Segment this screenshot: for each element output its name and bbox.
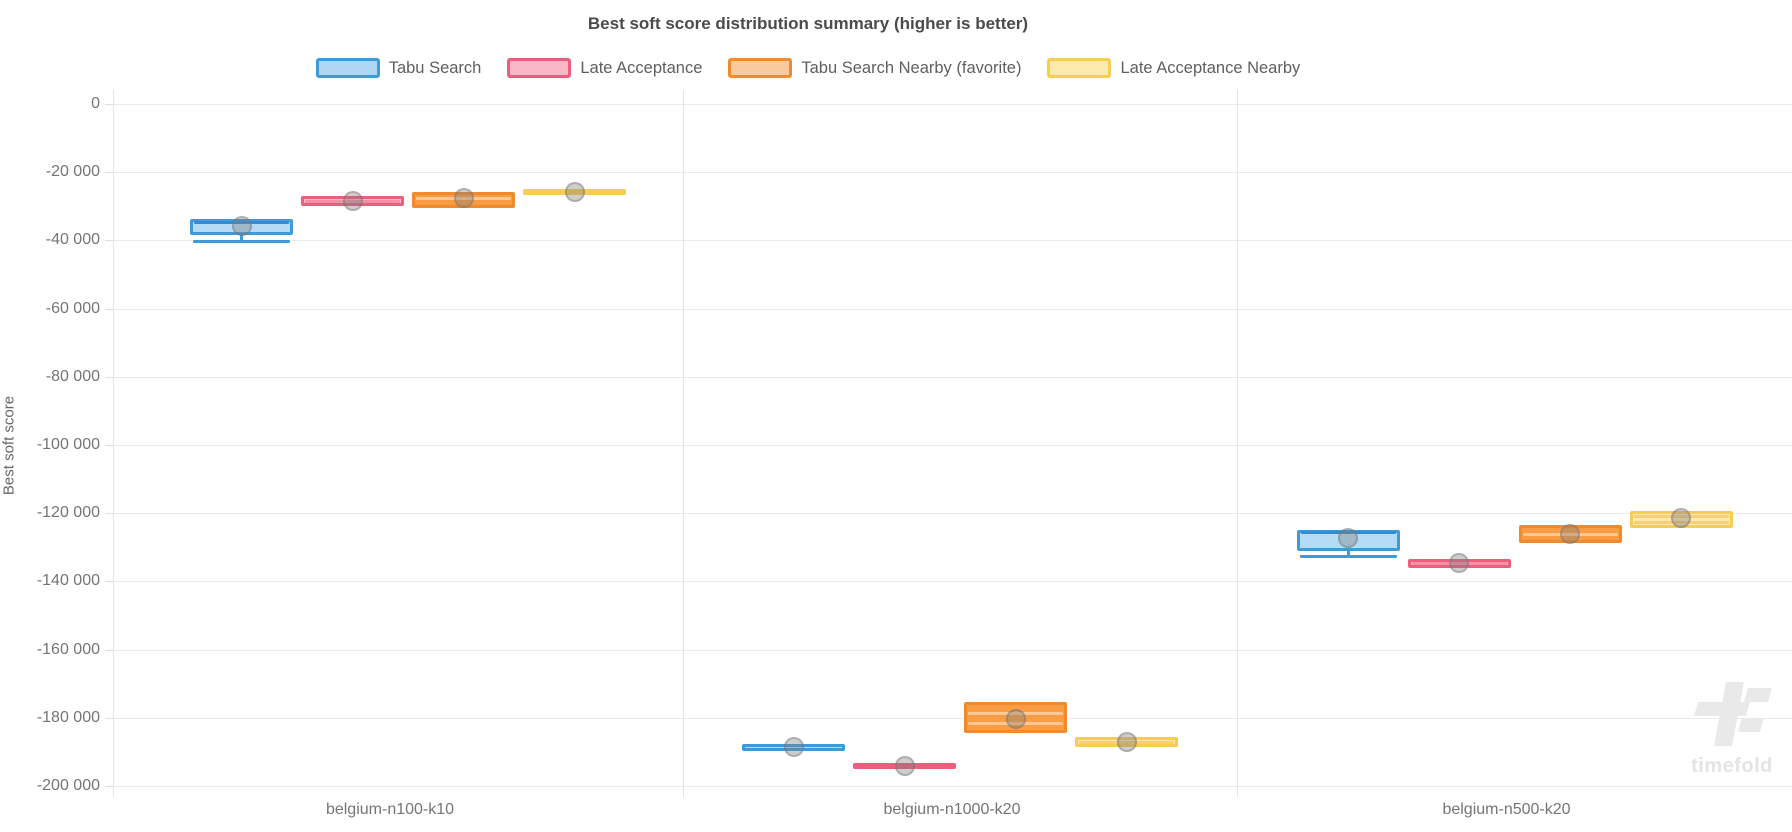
- gridline-0: [113, 104, 1792, 105]
- category-separator: [683, 90, 684, 797]
- category-separator: [1237, 90, 1238, 797]
- y-tick-label: -200 000: [36, 777, 100, 794]
- y-tick-mark: [105, 717, 113, 719]
- mean-dot: [1560, 524, 1580, 545]
- y-axis-line: [113, 90, 114, 797]
- gridline--20000: [113, 172, 1792, 174]
- y-tick-mark: [105, 240, 113, 242]
- legend-label: Tabu Search: [388, 58, 482, 77]
- watermark-label: timefold: [1691, 755, 1773, 777]
- whisker-min-cap: [193, 240, 290, 244]
- y-tick-mark: [105, 308, 113, 310]
- y-tick-mark: [105, 513, 113, 515]
- gridline--80000: [113, 376, 1792, 378]
- y-tick-mark: [105, 376, 113, 378]
- mean-dot: [1449, 553, 1469, 574]
- legend-item-tabu-search[interactable]: Tabu Search: [315, 58, 482, 78]
- legend-label: Late Acceptance Nearby: [1120, 58, 1301, 77]
- y-tick-label: -60 000: [45, 299, 100, 317]
- mean-dot: [894, 755, 915, 776]
- mean-dot: [453, 188, 474, 209]
- legend-item-tabu-search-nearby-favorite[interactable]: Tabu Search Nearby (favorite): [728, 58, 1021, 78]
- y-tick-mark: [105, 104, 113, 105]
- gridline--40000: [113, 240, 1792, 242]
- legend-label: Late Acceptance: [580, 58, 703, 77]
- legend-swatch-icon: [315, 58, 380, 78]
- y-tick-mark: [105, 172, 113, 174]
- mean-dot: [783, 737, 804, 758]
- whisker-min-cap: [1299, 555, 1397, 559]
- y-tick-label: -40 000: [45, 231, 100, 249]
- y-tick-mark: [105, 786, 113, 787]
- y-tick-label: -180 000: [36, 708, 100, 726]
- y-tick-mark: [105, 581, 113, 583]
- gridline--140000: [113, 581, 1792, 583]
- y-tick-label: 0: [91, 95, 100, 112]
- chart-title: Best soft score distribution summary (hi…: [587, 14, 1029, 33]
- gridline--60000: [113, 308, 1792, 310]
- gridline--200000: [113, 786, 1792, 787]
- legend-swatch-icon: [728, 58, 793, 78]
- gridline--120000: [113, 513, 1792, 515]
- mean-dot: [342, 190, 363, 211]
- y-axis-title: Best soft score: [0, 395, 18, 496]
- legend-swatch-icon: [507, 58, 572, 78]
- mean-dot: [564, 181, 585, 202]
- y-tick-label: -120 000: [36, 504, 100, 522]
- whisker-stem: [1346, 550, 1350, 556]
- mean-dot: [1338, 528, 1358, 549]
- x-category-label: belgium-n1000-k20: [883, 801, 1021, 818]
- legend-label: Tabu Search Nearby (favorite): [801, 58, 1022, 77]
- chart-legend: Tabu Search Late Acceptance Tabu Search Ne…: [0, 58, 1616, 78]
- legend-item-late-acceptance[interactable]: Late Acceptance: [507, 58, 702, 78]
- gridline--160000: [113, 649, 1792, 651]
- mean-dot: [1005, 709, 1026, 730]
- mean-dot: [1116, 732, 1137, 753]
- x-category-label: belgium-n100-k10: [325, 801, 455, 818]
- y-tick-label: -160 000: [36, 640, 100, 658]
- y-tick-label: -140 000: [36, 572, 100, 590]
- mean-dot: [231, 216, 252, 237]
- gridline--180000: [113, 717, 1792, 719]
- timefold-watermark: timefold: [1686, 682, 1778, 778]
- whisker-stem: [240, 233, 243, 241]
- legend-swatch-icon: [1047, 58, 1112, 78]
- y-tick-label: -20 000: [45, 163, 100, 181]
- legend-item-late-acceptance-nearby[interactable]: Late Acceptance Nearby: [1047, 58, 1300, 78]
- x-category-label: belgium-n500-k20: [1442, 801, 1571, 818]
- mean-dot: [1671, 507, 1691, 528]
- y-tick-mark: [105, 649, 113, 651]
- gridline--100000: [113, 445, 1792, 446]
- timefold-logo-icon: [1694, 682, 1772, 746]
- y-tick-label: -80 000: [45, 367, 100, 385]
- y-tick-label: -100 000: [36, 436, 100, 453]
- y-tick-mark: [105, 445, 113, 446]
